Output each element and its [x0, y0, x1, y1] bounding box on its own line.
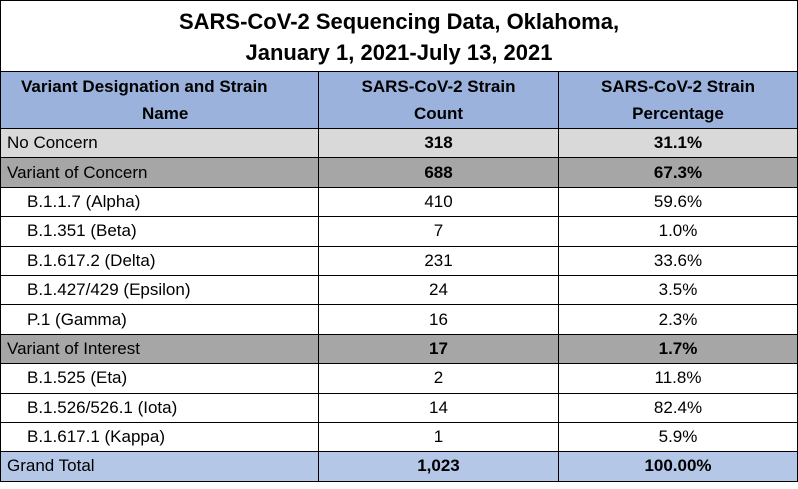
header-count-line-1: SARS-CoV-2 Strain	[361, 77, 516, 96]
table-row: P.1 (Gamma) 16 2.3%	[0, 304, 798, 335]
grand-total-label: Grand Total	[0, 451, 319, 482]
header-count: SARS-CoV-2 Strain Count	[318, 71, 559, 129]
table-row: B.1.427/429 (Epsilon) 24 3.5%	[0, 274, 798, 306]
row-percent: 1.0%	[557, 216, 798, 247]
row-name: B.1.617.2 (Delta)	[0, 245, 319, 276]
row-count: 410	[318, 186, 559, 218]
table-row: B.1.617.2 (Delta) 231 33.6%	[0, 245, 798, 276]
row-name: Variant of Concern	[0, 157, 319, 188]
title-line-2: January 1, 2021-July 13, 2021	[245, 40, 553, 65]
row-name: No Concern	[0, 127, 319, 159]
row-percent: 31.1%	[557, 127, 798, 159]
table-row: No Concern 318 31.1%	[0, 127, 798, 159]
row-percent: 3.5%	[557, 274, 798, 306]
row-name: B.1.427/429 (Epsilon)	[0, 274, 319, 306]
table-row: B.1.351 (Beta) 7 1.0%	[0, 216, 798, 247]
table-row: B.1.525 (Eta) 2 11.8%	[0, 363, 798, 394]
row-percent: 11.8%	[557, 363, 798, 394]
table-row: B.1.526/526.1 (Iota) 14 82.4%	[0, 392, 798, 423]
row-percent: 2.3%	[557, 304, 798, 335]
row-count: 7	[318, 216, 559, 247]
row-name: B.1.1.7 (Alpha)	[0, 186, 319, 218]
grand-total-percent: 100.00%	[557, 451, 798, 482]
row-name: P.1 (Gamma)	[0, 304, 319, 335]
header-count-line-2: Count	[413, 104, 464, 123]
row-count: 14	[318, 392, 559, 423]
row-count: 16	[318, 304, 559, 335]
row-percent: 5.9%	[557, 421, 798, 453]
table-row: Variant of Concern 688 67.3%	[0, 157, 798, 188]
row-name: Variant of Interest	[0, 333, 319, 365]
grand-total-count: 1,023	[318, 451, 559, 482]
row-percent: 67.3%	[557, 157, 798, 188]
header-row: Variant Designation and Strain Name SARS…	[0, 71, 798, 129]
row-name: B.1.351 (Beta)	[0, 216, 319, 247]
row-name: B.1.617.1 (Kappa)	[0, 421, 319, 453]
row-count: 688	[318, 157, 559, 188]
row-count: 17	[318, 333, 559, 365]
grand-total-row: Grand Total 1,023 100.00%	[0, 451, 798, 482]
title-line-1: SARS-CoV-2 Sequencing Data, Oklahoma,	[178, 9, 620, 34]
header-variant-name-line-1: Variant Designation and Strain	[21, 77, 268, 96]
row-name: B.1.526/526.1 (Iota)	[0, 392, 319, 423]
row-count: 1	[318, 421, 559, 453]
table-row: B.1.1.7 (Alpha) 410 59.6%	[0, 186, 798, 218]
table-title: SARS-CoV-2 Sequencing Data, Oklahoma, Ja…	[0, 0, 798, 72]
header-variant-name-line-2: Name	[142, 104, 189, 123]
header-percentage-line-2: Percentage	[632, 104, 724, 123]
row-percent: 33.6%	[557, 245, 798, 276]
row-percent: 59.6%	[557, 186, 798, 218]
header-variant-name: Variant Designation and Strain Name	[0, 71, 319, 129]
header-percentage-line-1: SARS-CoV-2 Strain	[601, 77, 755, 96]
row-count: 318	[318, 127, 559, 159]
row-count: 2	[318, 363, 559, 394]
table-row: B.1.617.1 (Kappa) 1 5.9%	[0, 421, 798, 453]
row-name: B.1.525 (Eta)	[0, 363, 319, 394]
row-count: 24	[318, 274, 559, 306]
row-percent: 82.4%	[557, 392, 798, 423]
header-percentage: SARS-CoV-2 Strain Percentage	[557, 71, 798, 129]
table-row: Variant of Interest 17 1.7%	[0, 333, 798, 365]
row-count: 231	[318, 245, 559, 276]
row-percent: 1.7%	[557, 333, 798, 365]
